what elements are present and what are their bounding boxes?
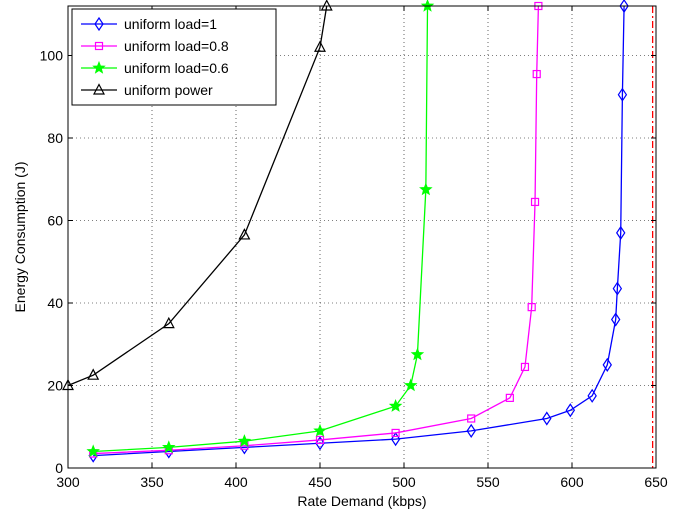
- series-2: [89, 1, 543, 458]
- legend-item: uniform load=0.8: [81, 38, 229, 54]
- data-point: [420, 0, 435, 12]
- legend: uniform load=1 uniform load=0.8 uniform lo…: [71, 8, 277, 106]
- legend-label: uniform power: [124, 82, 213, 98]
- x-tick-label: 600: [560, 474, 584, 490]
- data-point: [320, 0, 333, 11]
- data-point: [419, 182, 433, 196]
- data-point: [237, 434, 252, 447]
- series-line: [93, 5, 625, 457]
- x-tick-label: 450: [308, 474, 332, 490]
- data-point: [87, 368, 100, 380]
- data-point: [94, 16, 104, 32]
- series-line: [93, 5, 540, 455]
- legend-item: uniform load=1: [81, 16, 217, 32]
- data-point: [314, 40, 326, 52]
- data-point: [527, 303, 536, 312]
- x-tick-label: 650: [644, 474, 668, 490]
- data-point: [403, 378, 418, 392]
- y-axis-label: Energy Consumption (J): [12, 162, 28, 313]
- data-point: [617, 87, 628, 102]
- y-tick-label: 100: [40, 48, 64, 64]
- data-point: [520, 362, 530, 372]
- x-tick-label: 500: [392, 474, 416, 490]
- series-group: [62, 0, 629, 463]
- data-point: [565, 403, 576, 418]
- y-tick-label: 60: [47, 213, 63, 229]
- data-point: [388, 399, 403, 412]
- x-tick-label: 550: [476, 474, 500, 490]
- series-4: [62, 0, 333, 391]
- x-tick-label: 400: [224, 474, 248, 490]
- data-point: [92, 60, 106, 74]
- data-point: [532, 69, 541, 79]
- data-point: [162, 316, 175, 329]
- data-point: [315, 436, 325, 451]
- data-point: [391, 428, 400, 438]
- legend-item: uniform load=0.6: [81, 60, 229, 76]
- data-point: [467, 414, 476, 423]
- legend-item: uniform power: [81, 82, 213, 98]
- data-point: [410, 347, 425, 361]
- plot-frame: [67, 5, 657, 469]
- data-point: [612, 281, 623, 296]
- legend-label: uniform load=0.8: [124, 38, 229, 54]
- legend-label: uniform load=1: [124, 16, 217, 32]
- y-tick-label: 20: [47, 378, 63, 394]
- x-tick-label: 350: [140, 474, 164, 490]
- data-point: [94, 41, 104, 51]
- data-point: [587, 388, 597, 403]
- data-point: [466, 423, 476, 438]
- series-3: [86, 0, 435, 458]
- data-point: [619, 0, 629, 14]
- data-point: [86, 444, 100, 458]
- data-point: [542, 411, 552, 426]
- data-point: [615, 225, 626, 240]
- data-point: [313, 423, 327, 437]
- data-point: [162, 440, 176, 454]
- data-point: [530, 197, 540, 207]
- data-point: [505, 393, 514, 402]
- x-axis-label: Rate Demand (kbps): [297, 493, 426, 509]
- data-point: [390, 432, 401, 447]
- data-point: [238, 228, 251, 240]
- y-tick-label: 80: [47, 130, 63, 146]
- data-point: [602, 357, 613, 372]
- y-tick-label: 40: [47, 295, 63, 311]
- legend-label: uniform load=0.6: [124, 60, 229, 76]
- data-point: [610, 312, 621, 327]
- x-tick-label: 300: [56, 474, 80, 490]
- ticks: 300 350 400 450 500 550 600 650 0 20 40 60 80 100: [40, 6, 668, 490]
- data-point: [315, 435, 325, 445]
- legend-box: [71, 8, 277, 106]
- y-tick-label: 0: [55, 460, 63, 476]
- data-point: [93, 83, 105, 95]
